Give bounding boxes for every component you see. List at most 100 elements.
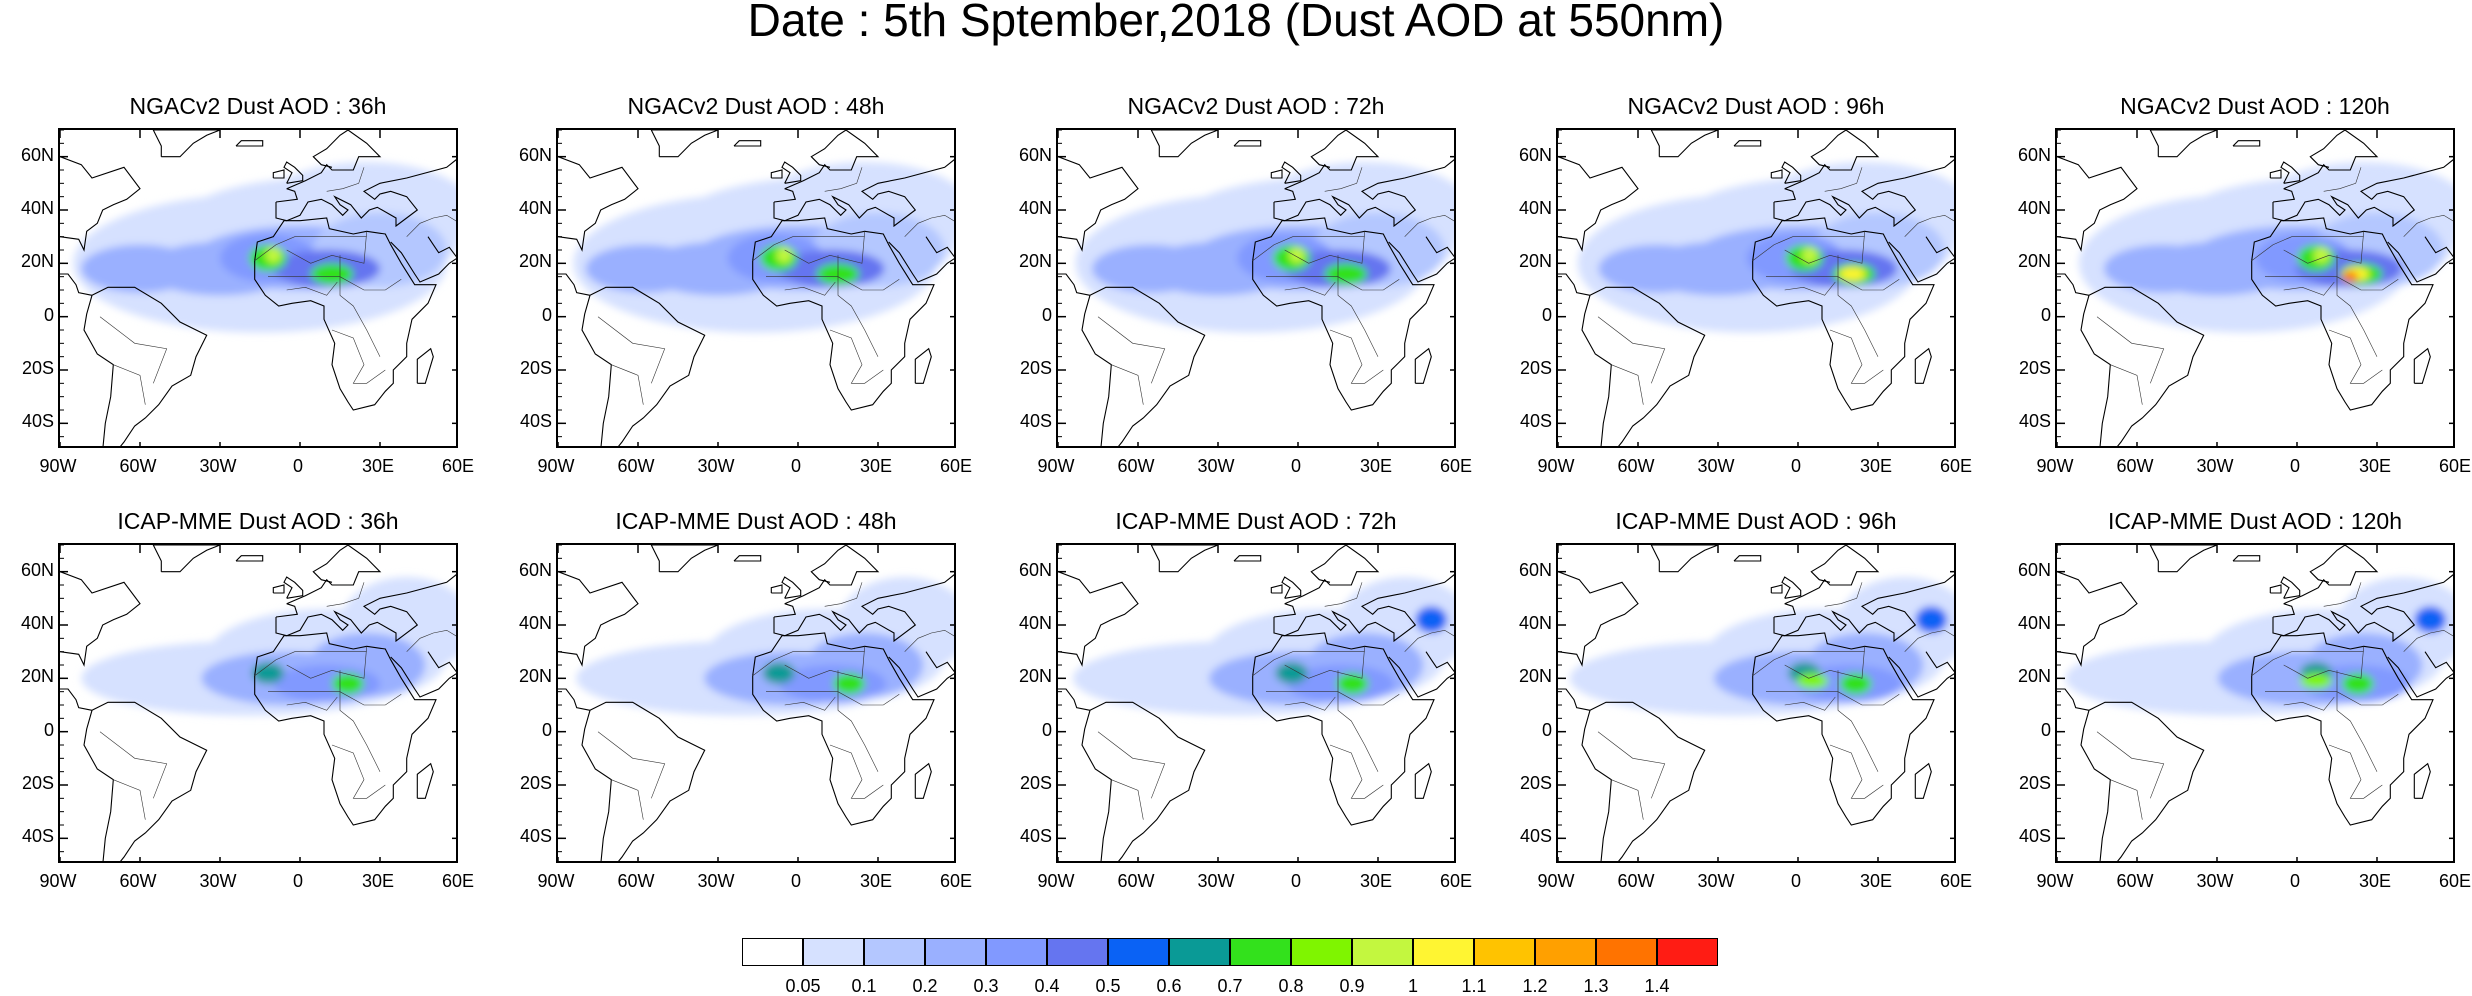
coastline-europeNorth2 — [2283, 545, 2379, 605]
lon-label: 60W — [1617, 871, 1655, 891]
map-canvas — [558, 545, 954, 861]
coastline-ireland — [1270, 169, 1283, 179]
country-border — [286, 231, 367, 264]
lon-label: 60W — [1617, 456, 1655, 476]
colorbar-label: 0.05 — [785, 976, 821, 996]
country-border — [1337, 670, 1379, 772]
lon-label: 30E — [2358, 871, 2392, 891]
coastline-arabia — [1388, 651, 1454, 698]
coastline-greenland — [2149, 545, 2218, 573]
coastline-iceland — [733, 140, 762, 147]
lat-label: 40N — [20, 198, 54, 218]
coastline-iceland — [235, 140, 264, 147]
colorbar-label: 1.4 — [1644, 976, 1670, 996]
lon-label: 0 — [2289, 456, 2300, 476]
country-border — [1329, 329, 1384, 384]
lat-label: 60N — [518, 144, 552, 165]
colorbar-swatch — [1596, 938, 1657, 966]
country-border — [1597, 731, 1666, 799]
lon-label: 60E — [441, 456, 475, 476]
coastline-africa — [752, 217, 935, 411]
coastline-arabia — [2387, 651, 2453, 698]
dust-aod-region — [252, 662, 284, 684]
colorbar-label: 0.7 — [1217, 976, 1243, 996]
lon-label: 60E — [1939, 456, 1973, 476]
lon-label: 0 — [790, 456, 801, 476]
lon-label: 30W — [1697, 871, 1735, 891]
coastline-madagascar — [416, 347, 434, 384]
coastline-centralAm — [1558, 688, 1591, 711]
country-border — [1404, 214, 1454, 237]
country-border — [597, 731, 666, 799]
coastline-southAmerica — [1581, 701, 1706, 861]
country-border — [2110, 364, 2143, 405]
map-canvas — [558, 130, 954, 446]
country-border — [1837, 670, 1879, 772]
dust-aod-region — [310, 263, 354, 285]
lat-label: 40S — [2018, 411, 2051, 432]
country-border — [113, 364, 146, 405]
coastline-northAmerica — [1058, 571, 1139, 667]
dust-aod-map — [1556, 128, 1956, 448]
country-border — [2265, 276, 2399, 291]
coastline-arabia — [1888, 651, 1954, 698]
coastline-europeNorth — [773, 603, 797, 618]
country-border — [837, 255, 879, 357]
coastline-uk — [2280, 161, 2301, 184]
lon-label: 30E — [1859, 456, 1893, 476]
coastline-europeNorth — [275, 603, 299, 618]
country-border — [2096, 316, 2165, 384]
coastline-europeNorth — [2272, 188, 2296, 203]
country-border — [339, 670, 381, 772]
coastline-europe — [1273, 159, 1454, 228]
coastline-greenland — [1150, 545, 1219, 573]
lat-label: 0 — [541, 719, 552, 740]
coastline-greenland — [1650, 545, 1719, 573]
lon-label: 90W — [1037, 871, 1075, 891]
coastline-iceland — [1233, 140, 1262, 147]
coastline-madagascar — [914, 347, 932, 384]
lat-label: 40S — [2018, 826, 2051, 847]
coastline-europeNorth — [1773, 188, 1797, 203]
dust-aod-region — [1336, 673, 1369, 695]
country-border — [1784, 696, 1836, 711]
lon-label: 60W — [1117, 871, 1155, 891]
country-border — [611, 779, 644, 820]
map-canvas — [60, 130, 456, 446]
lon-label: 90W — [2036, 456, 2074, 476]
country-border — [837, 670, 879, 772]
lon-label: 0 — [790, 871, 801, 891]
coastline-europe — [275, 159, 456, 228]
colorbar-swatch — [1108, 938, 1169, 966]
coastline-europeNorth2 — [286, 545, 382, 605]
lon-label: 30E — [2358, 456, 2392, 476]
map-canvas — [1558, 130, 1954, 446]
coastline-arabia — [1888, 236, 1954, 283]
colorbar-label: 1.3 — [1583, 976, 1609, 996]
coastline-centralAm — [1058, 688, 1091, 711]
lat-label: 20N — [1518, 666, 1552, 687]
coastline-uk — [283, 161, 304, 184]
country-border — [1784, 646, 1865, 679]
coastline-africa — [2251, 217, 2434, 411]
dust-aod-map — [58, 543, 458, 863]
lat-label: 0 — [1041, 719, 1052, 740]
lon-label: 30W — [199, 871, 237, 891]
country-border — [2403, 629, 2453, 652]
lon-label: 30W — [1197, 456, 1235, 476]
dust-aod-map — [556, 128, 956, 448]
map-canvas — [2057, 130, 2453, 446]
coastline-ireland — [2269, 169, 2282, 179]
country-border — [2336, 670, 2378, 772]
panel-title: ICAP-MME Dust AOD : 120h — [2108, 508, 2402, 534]
country-border — [339, 255, 381, 357]
country-border — [2110, 779, 2143, 820]
country-border — [1752, 236, 1865, 261]
dust-aod-map — [1056, 128, 1456, 448]
country-border — [784, 231, 865, 264]
colorbar-label: 1 — [1407, 976, 1418, 996]
country-border — [829, 744, 884, 799]
coastline-southAmerica — [1081, 701, 1206, 861]
country-border — [1404, 629, 1454, 652]
coastline-europe — [275, 574, 456, 643]
